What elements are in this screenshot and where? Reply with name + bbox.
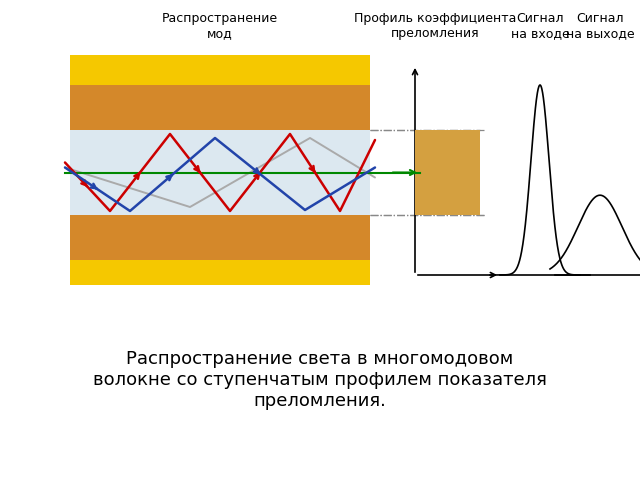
Bar [70, 130, 370, 215]
Text: Сигнал
на выходе: Сигнал на выходе [566, 12, 634, 40]
Bar [70, 215, 370, 260]
Text: Профиль коэффициента
преломления: Профиль коэффициента преломления [354, 12, 516, 40]
Bar [415, 130, 480, 215]
Text: Распространение
мод: Распространение мод [162, 12, 278, 40]
Bar [70, 85, 370, 130]
Text: Сигнал
на входе: Сигнал на входе [511, 12, 570, 40]
Text: Распространение света в многомодовом
волокне со ступенчатым профилем показателя
: Распространение света в многомодовом вол… [93, 350, 547, 410]
Bar [70, 55, 370, 285]
